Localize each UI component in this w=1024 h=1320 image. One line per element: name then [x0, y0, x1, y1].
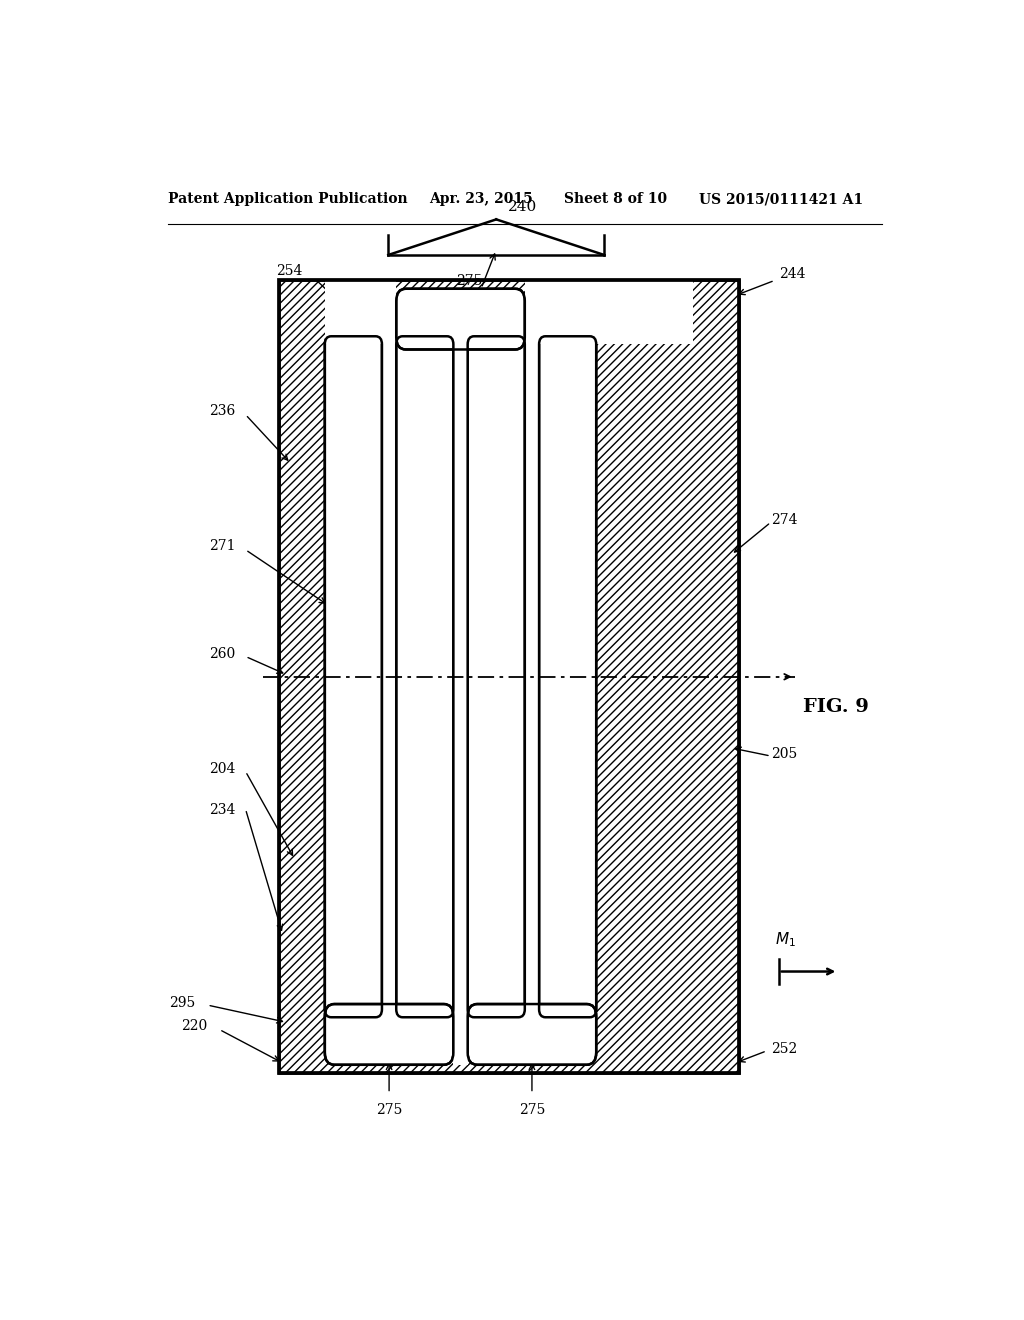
Text: 234: 234	[209, 803, 236, 817]
Bar	[524, 268, 693, 345]
Text: 254: 254	[276, 264, 303, 279]
Text: 262: 262	[412, 767, 438, 781]
Text: 264: 264	[554, 767, 581, 781]
Text: 273: 273	[504, 533, 530, 548]
Text: 275: 275	[519, 1102, 545, 1117]
Text: Sheet 8 of 10: Sheet 8 of 10	[564, 191, 668, 206]
Text: Apr. 23, 2015: Apr. 23, 2015	[430, 191, 534, 206]
FancyBboxPatch shape	[325, 1005, 454, 1065]
FancyBboxPatch shape	[396, 289, 524, 350]
Text: US 2015/0111421 A1: US 2015/0111421 A1	[699, 191, 863, 206]
FancyBboxPatch shape	[468, 337, 524, 1018]
Text: 252: 252	[771, 1041, 797, 1056]
Text: A: A	[384, 473, 394, 487]
Text: 271: 271	[209, 539, 236, 553]
Text: 295: 295	[169, 997, 196, 1010]
Text: Patent Application Publication: Patent Application Publication	[168, 191, 408, 206]
Bar	[454, 989, 468, 1065]
Bar	[382, 337, 396, 1018]
Bar	[279, 280, 739, 1073]
Text: 261: 261	[340, 767, 367, 781]
Text: 274: 274	[771, 513, 798, 527]
FancyBboxPatch shape	[325, 337, 382, 1018]
Text: 272: 272	[412, 594, 438, 609]
Bar	[279, 280, 739, 1073]
Text: 263: 263	[483, 767, 509, 781]
Text: 240: 240	[508, 201, 538, 214]
FancyBboxPatch shape	[396, 337, 454, 1018]
Bar	[325, 268, 396, 345]
Text: 244: 244	[778, 268, 805, 281]
FancyBboxPatch shape	[468, 1005, 596, 1065]
Text: 256: 256	[340, 549, 367, 562]
Text: B: B	[526, 473, 538, 487]
Text: 220: 220	[181, 1019, 207, 1034]
Text: $M_1$: $M_1$	[775, 931, 796, 949]
Text: FIG. 9: FIG. 9	[803, 698, 868, 717]
Text: 205: 205	[771, 747, 797, 762]
Bar	[524, 337, 539, 1018]
Text: 275: 275	[456, 275, 482, 289]
FancyBboxPatch shape	[539, 337, 596, 1018]
Text: 204: 204	[209, 763, 236, 776]
Text: 260: 260	[209, 648, 236, 661]
Text: 236: 236	[209, 404, 236, 417]
Text: 275: 275	[376, 1102, 402, 1117]
Bar	[454, 337, 468, 1018]
